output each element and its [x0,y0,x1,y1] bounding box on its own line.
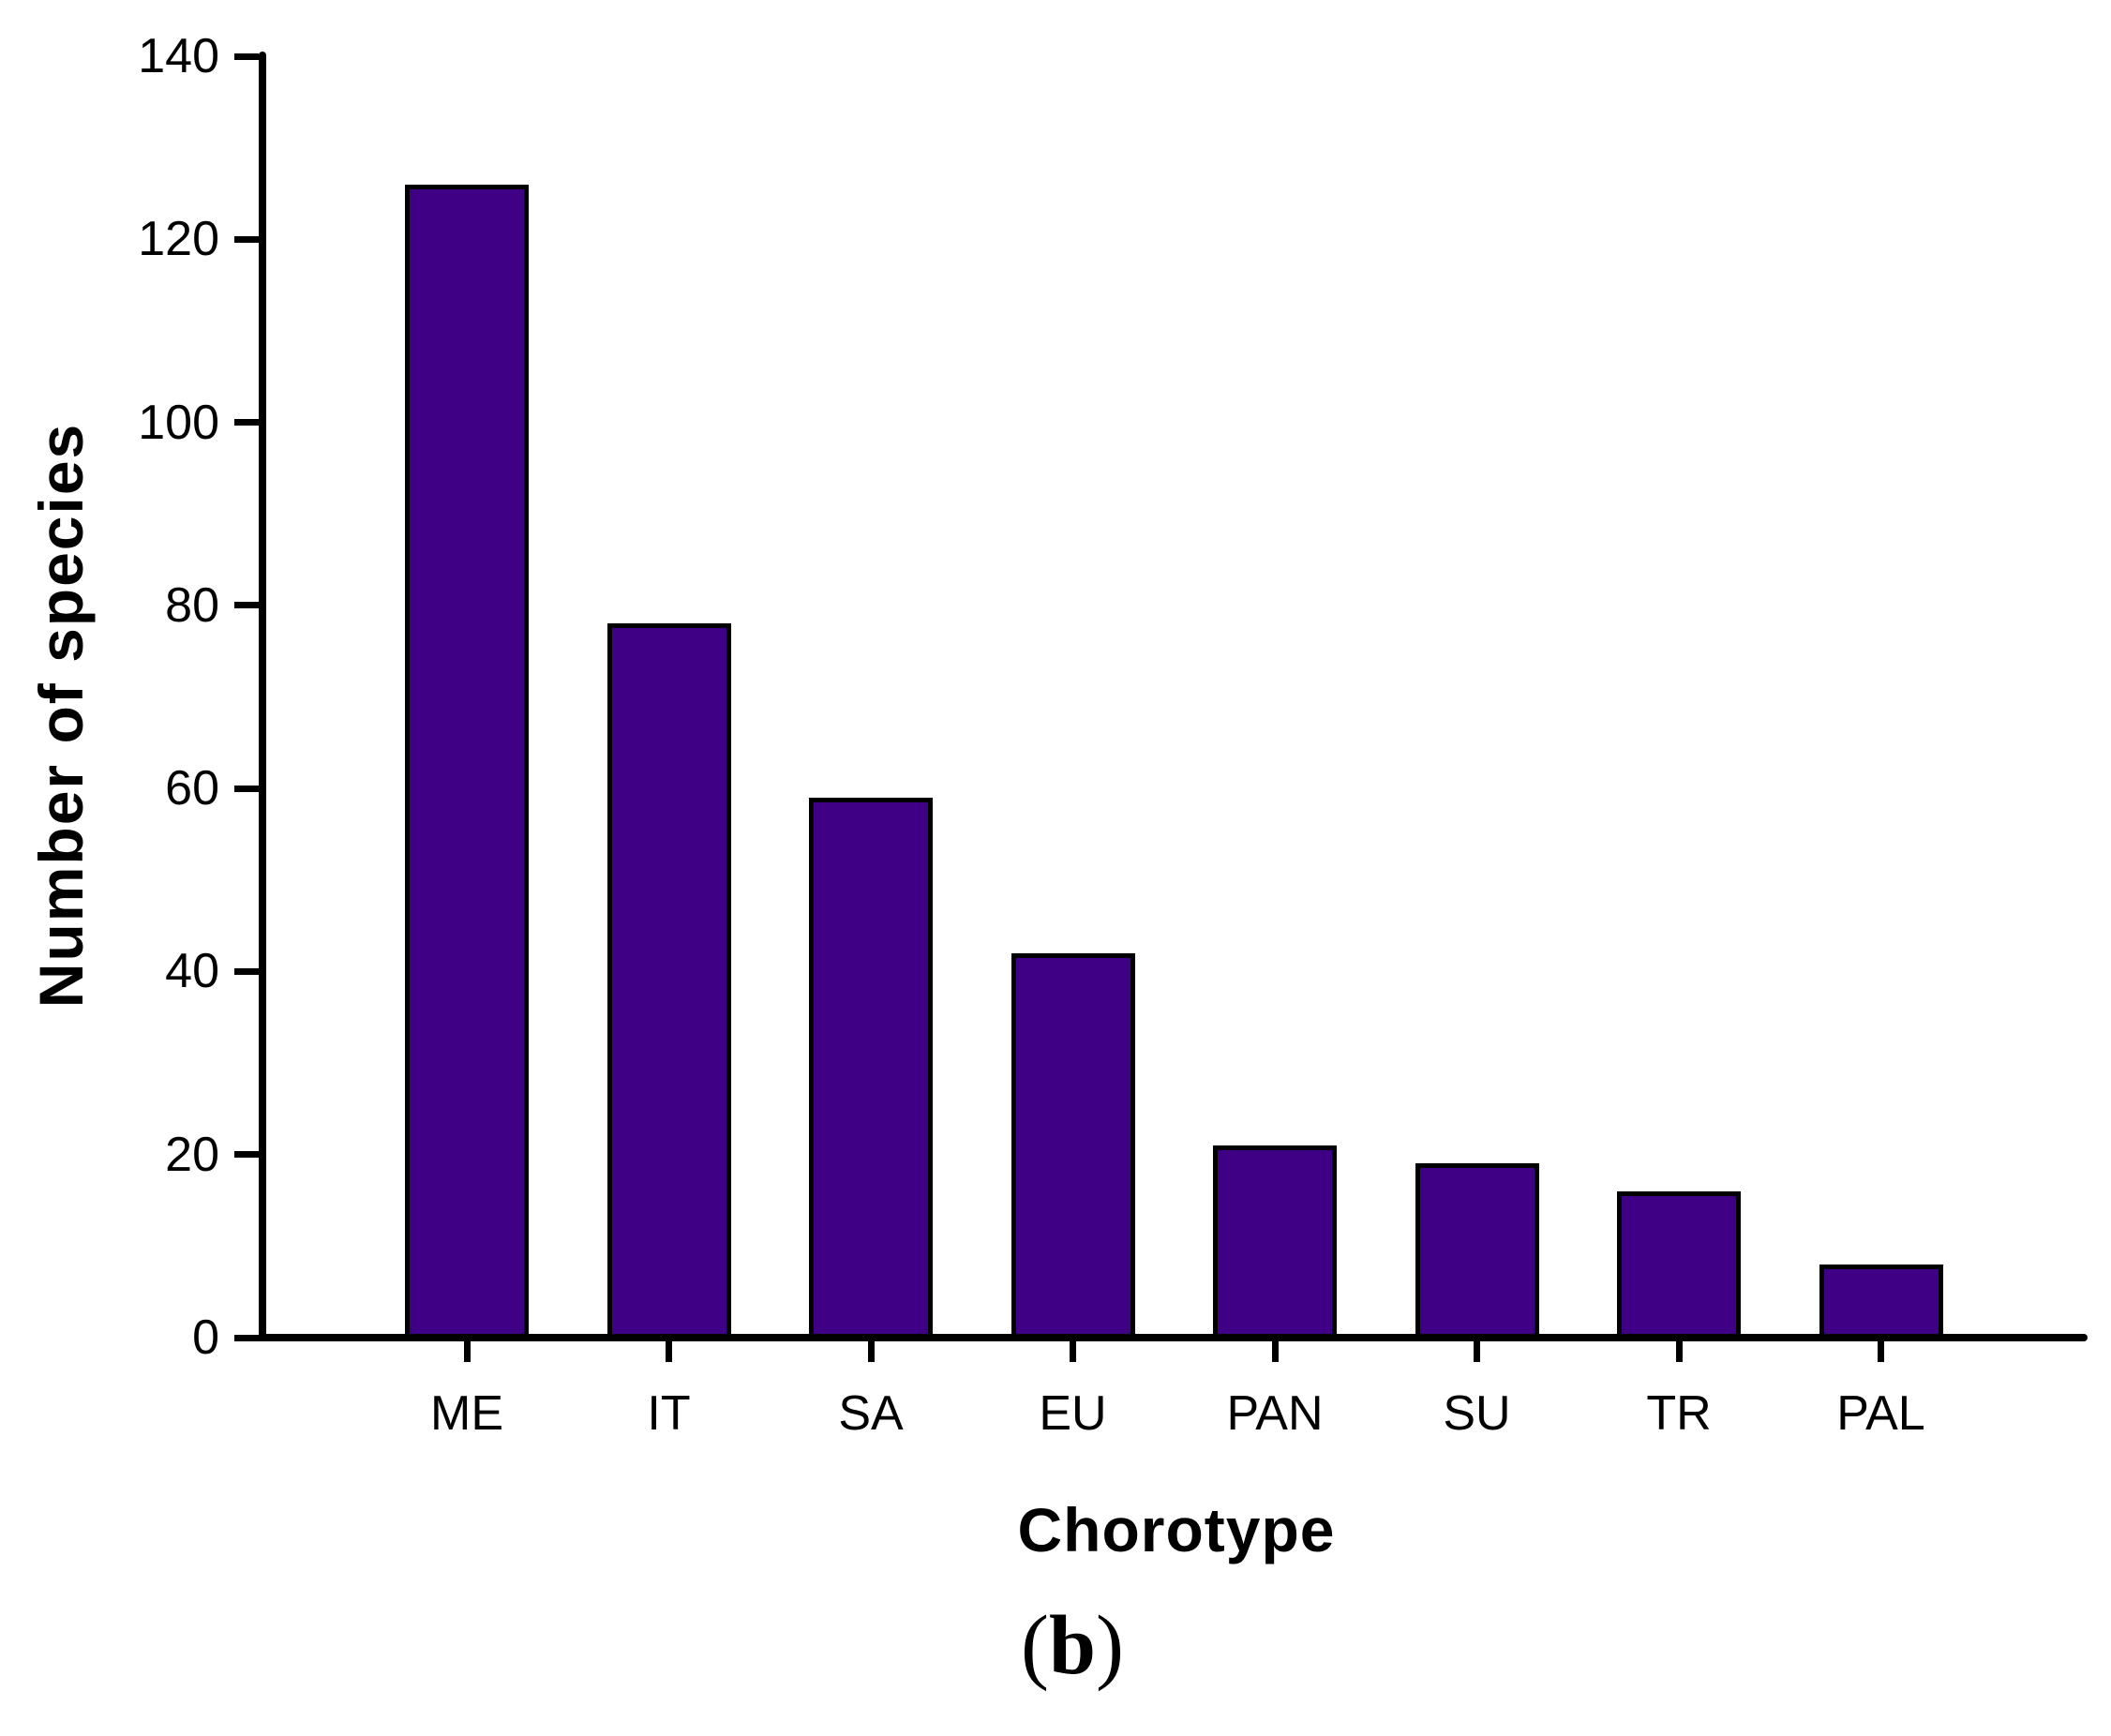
x-axis-category-label-eu: EU [1039,1386,1107,1441]
x-axis-line [259,1334,2088,1341]
y-axis-tick-label-40: 40 [165,944,219,999]
bar-it [606,623,731,1339]
y-axis-tick-120 [234,235,259,243]
x-axis-tick-su [1474,1339,1480,1362]
bar-tr [1617,1190,1741,1339]
bar-pal [1819,1264,1943,1339]
y-axis-tick-label-120: 120 [138,212,219,267]
y-axis-tick-100 [234,419,259,427]
x-axis-tick-pal [1878,1339,1884,1362]
y-axis-tick-40 [234,967,259,975]
y-axis-tick-140 [234,52,259,60]
x-axis-title: Chorotype [1017,1495,1336,1564]
y-axis-tick-0 [234,1334,259,1341]
y-axis-tick-label-100: 100 [138,395,219,450]
x-axis-category-label-pal: PAL [1836,1386,1925,1441]
y-axis-tick-label-80: 80 [165,577,219,633]
y-axis-tick-label-60: 60 [165,761,219,816]
x-axis-tick-eu [1070,1339,1076,1362]
y-axis-tick-label-0: 0 [192,1310,219,1365]
x-axis-tick-pan [1271,1339,1279,1362]
x-axis-tick-it [666,1339,672,1362]
y-axis-tick-label-140: 140 [138,29,219,83]
x-axis-tick-me [463,1339,471,1362]
bar-su [1415,1163,1539,1339]
bar-sa [809,797,933,1339]
bar-eu [1011,952,1135,1339]
y-axis-tick-label-20: 20 [165,1127,219,1182]
caption-paren-close: ) [1096,1599,1125,1692]
y-axis-tick-20 [234,1151,259,1159]
figure-caption: (b) [791,1599,1354,1693]
y-axis-tick-80 [234,602,259,609]
y-axis-line [259,52,266,1341]
x-axis-category-label-it: IT [647,1386,691,1441]
x-axis-tick-tr [1675,1339,1683,1362]
x-axis-category-label-su: SU [1443,1386,1511,1441]
caption-letter: b [1048,1599,1097,1692]
x-axis-category-label-pan: PAN [1226,1386,1324,1441]
x-axis-category-label-me: ME [430,1386,503,1441]
x-axis-category-label-tr: TR [1646,1386,1712,1441]
bar-me [405,184,529,1339]
caption-paren-open: ( [1020,1599,1049,1692]
x-axis-category-label-sa: SA [838,1386,904,1441]
x-axis-tick-sa [867,1339,875,1362]
y-axis-tick-60 [234,785,259,792]
bar-pan [1213,1145,1337,1339]
